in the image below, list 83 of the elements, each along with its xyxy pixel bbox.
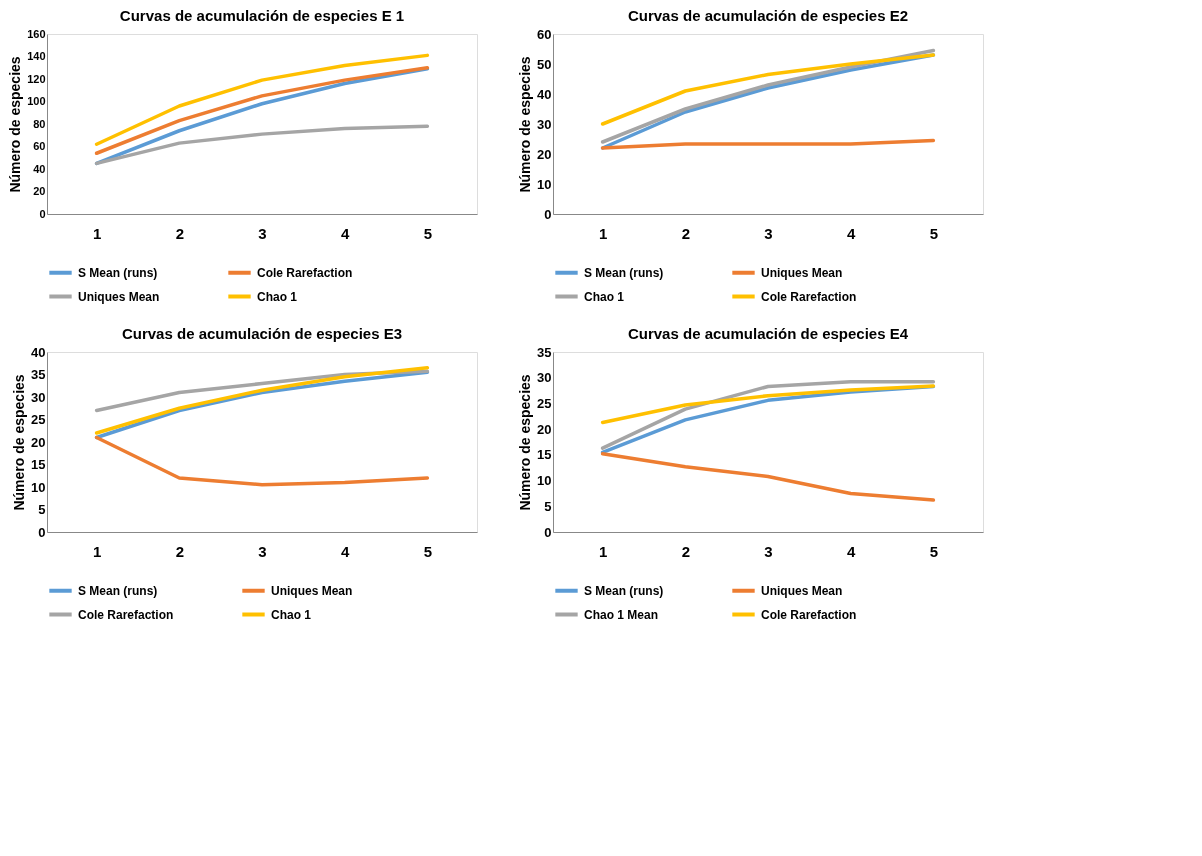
x-tick-label: 5 — [423, 542, 433, 560]
y-tick-label: 120 — [27, 72, 46, 85]
legend-label: Uniques Mean — [761, 265, 843, 280]
y-tick-label: 30 — [537, 116, 552, 132]
legend-label: S Mean (runs) — [78, 583, 158, 598]
legend-label: S Mean (runs) — [584, 265, 664, 280]
x-tick-label: 3 — [764, 542, 773, 560]
legend-label: Uniques Mean — [78, 289, 160, 304]
legend-label: Uniques Mean — [271, 583, 353, 598]
y-tick-label: 30 — [31, 389, 46, 405]
y-tick-label: 40 — [537, 86, 552, 102]
legend-label: Cole Rarefaction — [761, 607, 857, 622]
y-tick-label: 35 — [537, 344, 552, 360]
line-series — [600, 452, 936, 502]
x-tick-label: 2 — [175, 542, 184, 560]
x-tick-label: 4 — [341, 224, 351, 242]
y-tick-label: 100 — [27, 95, 46, 107]
y-tick-label: 25 — [537, 395, 552, 411]
y-tick-label: 5 — [38, 502, 46, 517]
y-tick-label: 160 — [27, 27, 46, 40]
chart-title: Curvas de acumulación de especies E2 — [627, 7, 909, 24]
x-tick-label: 4 — [847, 224, 857, 242]
x-tick-label: 1 — [598, 224, 608, 242]
legend-label: Uniques Mean — [761, 583, 843, 598]
x-tick-label: 1 — [598, 542, 608, 560]
x-tick-label: 4 — [847, 542, 857, 560]
y-tick-label: 10 — [537, 473, 552, 489]
legend-label: Cole Rarefaction — [761, 289, 857, 304]
y-tick-label: 140 — [27, 50, 46, 62]
y-tick-label: 25 — [31, 412, 46, 427]
x-tick-label: 5 — [423, 224, 433, 242]
y-tick-label: 5 — [544, 498, 552, 514]
legend-label: Chao 1 — [271, 607, 312, 622]
line-series — [94, 124, 430, 166]
x-tick-label: 2 — [681, 542, 690, 560]
legend-label: S Mean (runs) — [584, 583, 664, 598]
x-tick-label: 1 — [92, 542, 102, 560]
y-tick-label: 10 — [31, 479, 46, 495]
y-tick-label: 0 — [544, 524, 552, 540]
y-tick-label: 40 — [33, 162, 46, 175]
y-tick-label: 20 — [31, 434, 46, 450]
y-axis-title: Número de especies — [517, 56, 534, 193]
x-tick-label: 3 — [258, 542, 267, 560]
y-tick-label: 0 — [544, 206, 552, 222]
legend-label: Cole Rarefaction — [78, 607, 174, 622]
x-tick-label: 2 — [681, 224, 690, 242]
y-tick-label: 0 — [38, 524, 46, 540]
y-axis-title: Número de especies — [517, 374, 534, 511]
y-axis-title: Número de especies — [11, 374, 28, 511]
y-tick-label: 50 — [537, 56, 552, 72]
legend-label: Chao 1 Mean — [584, 607, 659, 622]
y-tick-label: 30 — [537, 370, 552, 386]
line-series — [94, 53, 430, 146]
y-tick-label: 60 — [537, 26, 552, 42]
y-axis-title: Número de especies — [7, 56, 24, 193]
y-tick-label: 40 — [31, 344, 46, 360]
y-tick-label: 20 — [537, 146, 552, 162]
y-tick-label: 15 — [537, 447, 552, 463]
legend-label: Chao 1 — [257, 289, 298, 304]
x-tick-label: 5 — [929, 542, 939, 560]
x-tick-label: 4 — [341, 542, 351, 560]
legend-label: Chao 1 — [584, 289, 625, 304]
y-tick-label: 20 — [537, 421, 552, 437]
y-tick-label: 15 — [31, 457, 46, 472]
x-tick-label: 3 — [764, 224, 773, 242]
x-tick-label: 3 — [258, 224, 267, 242]
y-tick-label: 80 — [33, 117, 46, 130]
chart-title: Curvas de acumulación de especies E 1 — [119, 7, 405, 24]
legend-label: Cole Rarefaction — [257, 265, 353, 280]
x-tick-label: 5 — [929, 224, 939, 242]
y-tick-label: 0 — [39, 207, 46, 220]
y-tick-label: 10 — [537, 176, 552, 192]
chart-title: Curvas de acumulación de especies E4 — [627, 325, 909, 342]
legend-label: S Mean (runs) — [78, 265, 158, 280]
y-tick-label: 60 — [33, 140, 46, 152]
x-tick-label: 1 — [92, 224, 102, 242]
chart-title: Curvas de acumulación de especies E3 — [121, 325, 403, 342]
line-series — [94, 435, 430, 487]
line-series — [600, 384, 936, 425]
x-tick-label: 2 — [175, 224, 184, 242]
y-tick-label: 20 — [33, 185, 46, 197]
line-series — [600, 53, 936, 126]
y-tick-label: 35 — [31, 367, 46, 382]
